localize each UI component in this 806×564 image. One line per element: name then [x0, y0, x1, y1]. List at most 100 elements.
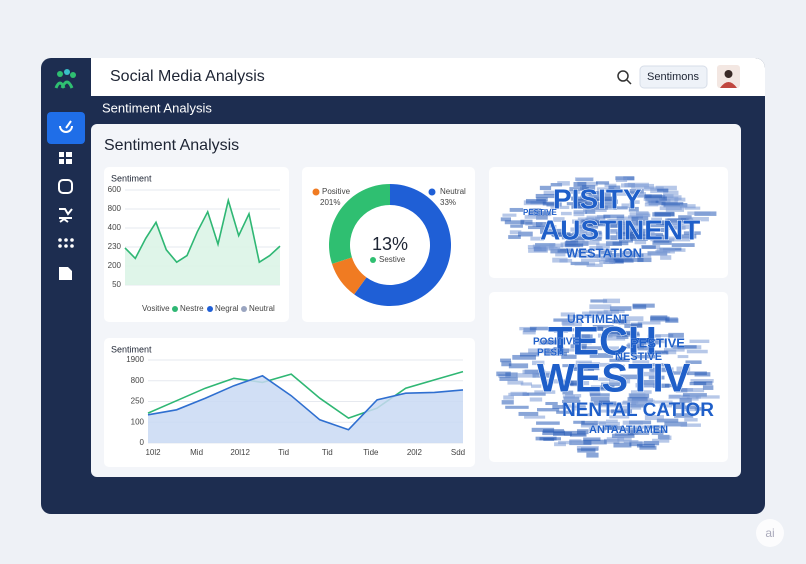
- cloud-filler: [651, 217, 662, 223]
- cloud-filler: [674, 413, 694, 418]
- cloud-filler: [637, 252, 652, 258]
- cloud-filler: [608, 425, 623, 430]
- cloud-filler: [529, 326, 553, 331]
- cloud-filler: [549, 243, 564, 248]
- cloud-filler: [505, 372, 518, 378]
- cloud-filler: [632, 355, 656, 359]
- cloud-filler: [647, 363, 669, 367]
- cloud-filler: [603, 214, 625, 219]
- cloud-filler: [499, 377, 518, 381]
- cloud-filler: [588, 221, 600, 226]
- cloud-filler: [686, 349, 708, 354]
- cloud-filler: [647, 227, 665, 233]
- cloud-filler: [583, 207, 607, 212]
- cloud-filler: [557, 181, 570, 186]
- cloud-filler: [573, 367, 595, 372]
- y-tick-label: 250: [131, 397, 145, 406]
- cloud-filler: [621, 316, 644, 322]
- cloud-filler: [659, 435, 672, 440]
- cloud-filler: [645, 198, 656, 204]
- cloud-filler: [631, 399, 655, 405]
- cloud-filler: [647, 351, 669, 355]
- cloud-filler: [635, 221, 651, 226]
- cloud-filler: [647, 425, 666, 429]
- sidebar: [47, 112, 85, 280]
- chart-title: Sentiment: [111, 173, 152, 183]
- cloud-filler: [500, 217, 511, 222]
- cloud-filler: [628, 234, 650, 239]
- cloud-filler: [687, 211, 711, 215]
- cloud-filler: [571, 196, 589, 201]
- donut-sub: Sestive: [379, 255, 406, 264]
- cloud-filler: [581, 346, 603, 351]
- legend-dot: [241, 306, 247, 312]
- cloud-filler: [589, 353, 614, 358]
- cloud-filler: [589, 237, 602, 241]
- subheader-title: Sentiment Analysis: [102, 100, 212, 115]
- cloud-filler: [501, 400, 514, 405]
- cloud-filler: [644, 415, 664, 421]
- cloud-filler: [573, 211, 585, 217]
- cloud-filler: [501, 361, 512, 367]
- area: [148, 375, 463, 443]
- cloud-filler: [671, 243, 695, 247]
- cloud-filler: [679, 204, 696, 209]
- cloud-filler: [586, 215, 606, 219]
- cloud-filler: [507, 380, 524, 385]
- cloud-filler: [567, 190, 581, 194]
- cloud-word: ANTAATIAMEN: [589, 424, 668, 436]
- cloud-filler: [613, 442, 632, 448]
- cloud-filler: [659, 404, 673, 408]
- cloud-filler: [622, 331, 640, 335]
- cloud-filler: [642, 379, 658, 385]
- cloud-word: AUSTINENT: [540, 214, 700, 245]
- cloud-filler: [631, 183, 655, 189]
- cloud-filler: [652, 240, 672, 245]
- cloud-filler: [676, 366, 691, 372]
- cloud-filler: [675, 388, 688, 393]
- cloud-filler: [539, 185, 552, 191]
- cloud-filler: [519, 352, 539, 357]
- cloud-filler: [664, 421, 688, 427]
- cloud-filler: [524, 215, 537, 219]
- cloud-filler: [632, 303, 655, 308]
- cloud-filler: [533, 246, 548, 252]
- cloud-filler: [570, 227, 589, 232]
- cloud-filler: [641, 339, 663, 343]
- cloud-filler: [520, 219, 533, 225]
- cloud-filler: [504, 220, 525, 225]
- cloud-filler: [628, 393, 646, 398]
- avatar[interactable]: [717, 65, 740, 88]
- search-icon[interactable]: [617, 70, 632, 85]
- cloud-filler: [666, 349, 677, 355]
- cloud-word: PESTIVE: [630, 335, 685, 350]
- cloud-filler: [608, 185, 621, 190]
- cloud-filler: [509, 230, 522, 235]
- cloud-filler: [573, 233, 598, 238]
- cloud-filler: [569, 440, 592, 446]
- cloud-filler: [529, 397, 543, 402]
- line: [124, 197, 281, 264]
- cloud-filler: [537, 408, 560, 412]
- cloud-filler: [656, 220, 671, 225]
- cloud-filler: [553, 431, 572, 436]
- cloud-filler: [695, 395, 720, 399]
- cloud-filler: [590, 230, 602, 235]
- cloud-filler: [544, 352, 567, 356]
- cloud-filler: [573, 182, 587, 187]
- cloud-filler: [531, 427, 555, 432]
- cloud-word: PESTIVE: [523, 208, 557, 217]
- cloud-filler: [571, 406, 586, 411]
- cloud-filler: [612, 241, 629, 246]
- cloud-filler: [637, 321, 661, 325]
- cloud-filler: [589, 304, 612, 310]
- cloud-filler: [603, 260, 616, 265]
- cloud-filler: [596, 181, 610, 185]
- cloud-word: WESTATION: [566, 245, 642, 260]
- sentiment-button[interactable]: [639, 65, 708, 89]
- line: [147, 370, 464, 419]
- cloud-filler: [642, 245, 656, 249]
- cloud-filler: [614, 191, 635, 196]
- cloud-filler: [630, 322, 643, 327]
- legend-value: 33%: [440, 198, 456, 207]
